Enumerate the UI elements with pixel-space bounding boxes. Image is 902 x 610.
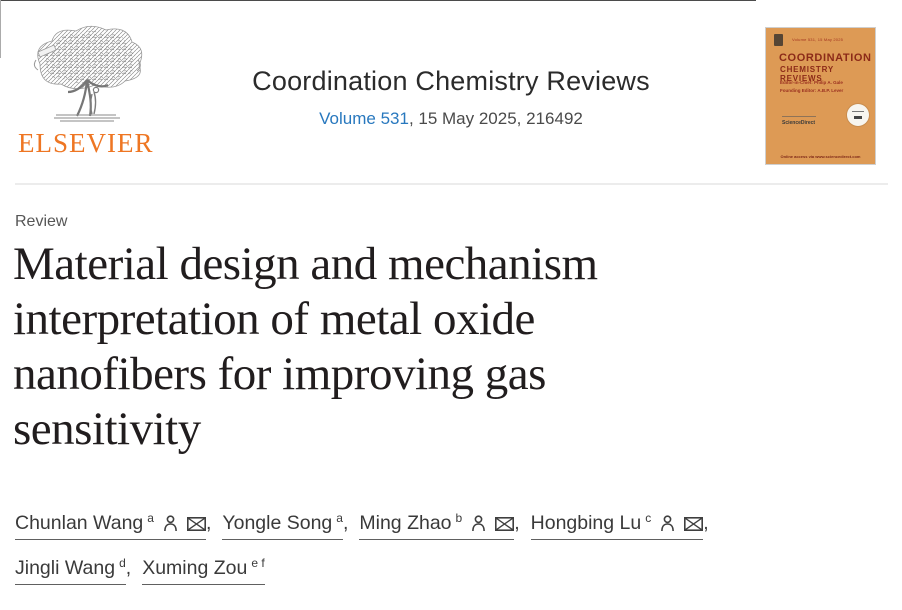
article-title-line: sensitivity — [13, 403, 201, 455]
cover-founding-editor-line: Founding Editor: A.B.P. Lever — [780, 88, 844, 93]
publisher-logo[interactable]: ELSEVIER — [18, 22, 166, 159]
author-link[interactable]: Xuming Zou e f — [142, 555, 265, 585]
journal-banner: Coordination Chemistry Reviews Volume 53… — [0, 66, 902, 129]
article-title: Material design and mechanism interpretat… — [13, 237, 598, 457]
author-affiliation-sup: c — [645, 510, 652, 525]
article-title-line: nanofibers for improving gas — [13, 348, 546, 400]
author-separator: , — [125, 557, 132, 579]
person-icon — [472, 515, 486, 532]
cover-elsevier-mini-logo-icon — [774, 34, 783, 46]
author-affiliation-sup: b — [455, 510, 463, 525]
author-separator: , — [342, 512, 349, 534]
cover-artwork — [766, 28, 875, 164]
journal-title-link[interactable]: Coordination Chemistry Reviews — [252, 66, 650, 96]
author-name: Jingli Wang — [15, 557, 116, 579]
envelope-icon — [495, 517, 515, 531]
author-separator: , — [514, 512, 520, 534]
publisher-name: ELSEVIER — [18, 128, 154, 158]
author-link[interactable]: Jingli Wang d — [15, 557, 126, 585]
author-list: Chunlan Wang a, Yongle Song a, Ming Zhao b, Ho… — [15, 512, 892, 602]
author-link[interactable]: Ming Zhao b — [359, 510, 515, 540]
author-name: Yongle Song — [222, 512, 333, 534]
author-affiliation-sup: a — [147, 510, 154, 525]
author-separator: , — [205, 512, 212, 534]
article-type-label: Review — [15, 213, 68, 230]
journal-cover-thumbnail[interactable]: Volume 531, 15 May 2025 COORDINATION CHE… — [765, 27, 876, 165]
volume-issue-line: Volume 531, 15 May 2025, 216492 — [0, 109, 902, 129]
article-title-line: interpretation of metal oxide — [13, 293, 535, 345]
cover-footer-line: Online access via www.sciencedirect.com — [780, 154, 861, 159]
author-link[interactable]: Yongle Song a — [222, 512, 343, 540]
author-name: Xuming Zou — [142, 557, 248, 579]
article-title-line: Material design and mechanism — [13, 238, 598, 290]
author-row-2: Jingli Wang d, Xuming Zou e f — [15, 557, 892, 585]
cover-sciencedirect-label: ScienceDirect — [782, 116, 817, 126]
author-name: Chunlan Wang — [15, 512, 144, 534]
author-name: Ming Zhao — [359, 512, 452, 534]
screenshot-edge-artifact-top — [0, 0, 756, 1]
cover-journal-title-2: CHEMISTRY REVIEWS — [780, 65, 834, 83]
author-link[interactable]: Chunlan Wang a — [15, 512, 206, 540]
elsevier-tree-icon — [33, 25, 143, 122]
person-icon — [661, 515, 675, 532]
person-icon — [164, 515, 177, 532]
cover-meta-line: Volume 531, 15 May 2025 — [792, 37, 844, 42]
header-divider — [15, 183, 888, 185]
issue-info: , 15 May 2025, 216492 — [408, 109, 583, 128]
author-row-1: Chunlan Wang a, Yongle Song a, Ming Zhao b, Ho… — [15, 512, 892, 540]
volume-link[interactable]: Volume 531 — [319, 109, 409, 128]
author-affiliation-sup: a — [336, 510, 343, 525]
author-separator: , — [703, 512, 709, 534]
envelope-icon — [684, 517, 704, 531]
cover-editor-line: Editor-in-Chief: Philip A. Gale — [780, 80, 843, 85]
cover-journal-title-1: COORDINATION — [779, 52, 872, 64]
envelope-icon — [186, 517, 206, 531]
screenshot-edge-artifact-left — [0, 0, 1, 58]
author-affiliation-sup: d — [119, 555, 126, 570]
cover-impact-factor-badge — [847, 104, 869, 126]
author-link[interactable]: Hongbing Lu c — [530, 510, 704, 540]
author-affiliation-sup: e f — [251, 555, 265, 570]
author-name: Hongbing Lu — [530, 512, 642, 534]
